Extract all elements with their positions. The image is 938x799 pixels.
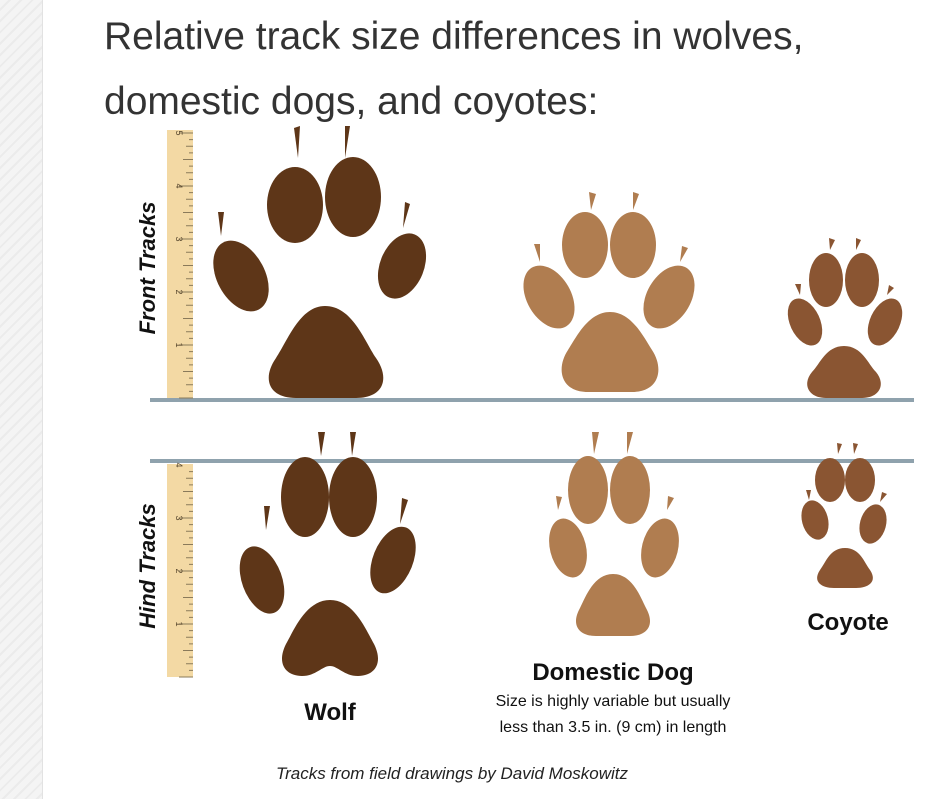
ruler-number: 2 [174,289,184,294]
title-line-2: domestic dogs, and coyotes: [104,80,599,123]
figure-credit: Tracks from field drawings by David Mosk… [276,764,629,783]
page-side-rail [0,0,43,799]
coyote-hind-track [801,443,887,588]
wolf-hind-track [239,432,416,676]
ruler-number: 4 [174,183,184,188]
wolf-label: Wolf [304,699,357,726]
wolf-front-track [213,126,427,398]
dog-label: Domestic Dog [532,659,693,686]
dog-note-line-1: Size is highly variable but usually [496,693,731,710]
hind-ruler: 1 2 3 4 [167,462,193,678]
dog-front-track [523,192,695,392]
front-ruler: 1 2 3 4 5 [167,130,193,399]
page-title: Relative track size differences in wolve… [104,4,904,134]
ruler-number: 5 [174,130,184,135]
front-tracks-label: Front Tracks [135,202,160,335]
coyote-front-track [787,238,903,398]
ruler-number: 1 [174,621,184,626]
dog-note-line-2: less than 3.5 in. (9 cm) in length [500,719,727,736]
ruler-number: 3 [174,515,184,520]
ruler-number: 3 [174,236,184,241]
ruler-number: 1 [174,342,184,347]
title-line-1: Relative track size differences in wolve… [104,15,804,58]
dog-hind-track [549,432,679,636]
ruler-number: 4 [174,462,184,467]
coyote-label: Coyote [807,609,888,636]
hind-tracks-label: Hind Tracks [135,503,160,629]
ruler-number: 2 [174,568,184,573]
